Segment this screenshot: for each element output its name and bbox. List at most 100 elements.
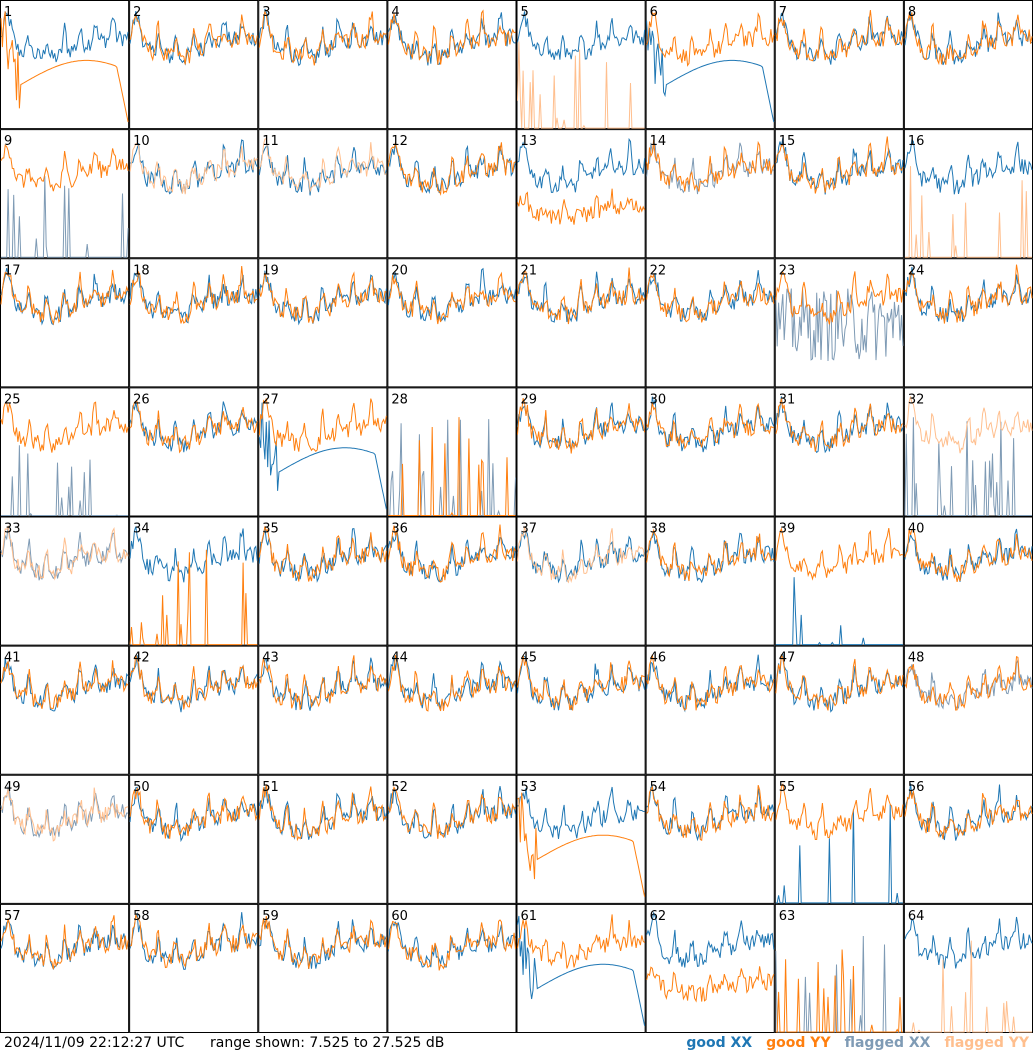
panel-label: 63 <box>779 909 796 924</box>
series-xx-line <box>258 402 387 510</box>
panel-label: 48 <box>908 651 925 666</box>
panel-36: 36 <box>387 516 517 646</box>
series-xx-line <box>387 142 516 195</box>
panel-frame <box>387 0 517 130</box>
panel-45: 45 <box>516 645 646 775</box>
panel-55: 55 <box>774 774 904 904</box>
panel-label: 50 <box>133 780 150 795</box>
panel-label: 31 <box>779 392 796 407</box>
panel-27: 27 <box>258 387 388 517</box>
panel-19: 19 <box>258 258 388 388</box>
series-xx-line <box>0 10 129 63</box>
panel-label: 56 <box>908 780 925 795</box>
panel-38: 38 <box>645 516 775 646</box>
panel-9: 9 <box>0 129 130 259</box>
series-yy-line <box>0 401 129 453</box>
series-xx-line <box>0 526 129 581</box>
timestamp: 2024/11/09 22:12:27 UTC <box>4 1035 185 1051</box>
panel-frame <box>129 645 259 775</box>
panel-label: 23 <box>779 263 796 278</box>
series-xx-line <box>517 137 646 193</box>
panel-label: 35 <box>262 522 279 537</box>
panel-frame <box>774 645 904 775</box>
series-xx-line <box>775 653 904 713</box>
panel-label: 62 <box>650 909 667 924</box>
panel-label: 12 <box>391 134 408 149</box>
panel-label: 26 <box>133 392 150 407</box>
series-xx-line <box>904 658 1033 711</box>
panel-60: 60 <box>387 903 517 1033</box>
panel-frame <box>258 903 388 1033</box>
series-yy-line <box>646 966 775 1003</box>
panel-26: 26 <box>129 387 259 517</box>
panel-frame <box>774 0 904 130</box>
series-xx-line <box>904 528 1033 582</box>
series-xx-line <box>904 916 1033 969</box>
legend-item: good XX <box>686 1035 753 1051</box>
panel-3: 3 <box>258 0 388 130</box>
panel-frame <box>774 258 904 388</box>
series-xx-line <box>259 919 387 969</box>
series-yy-line <box>129 142 258 195</box>
panel-frame <box>387 258 517 388</box>
panel-5: 5 <box>516 0 646 130</box>
panel-frame <box>129 903 259 1033</box>
panel-frame <box>516 387 646 517</box>
series-yy-line <box>387 141 516 196</box>
panel-54: 54 <box>645 774 775 904</box>
series-yy-line <box>258 526 387 582</box>
series-yy-line <box>0 660 129 710</box>
series-yy-line <box>904 264 1033 324</box>
series-yy-line <box>517 914 645 969</box>
panel-frame <box>645 387 775 517</box>
panel-17: 17 <box>0 258 130 388</box>
series-xx-line <box>129 786 258 843</box>
panel-62: 62 <box>645 903 775 1033</box>
series-yy-line <box>387 9 516 65</box>
panel-frame <box>645 129 775 259</box>
panel-43: 43 <box>258 645 388 775</box>
panel-frame <box>0 0 130 130</box>
panel-frame <box>903 0 1033 130</box>
panel-20: 20 <box>387 258 517 388</box>
panel-64: 64 <box>903 903 1033 1033</box>
panel-frame <box>387 516 517 646</box>
panel-53: 53 <box>516 774 646 904</box>
panel-6: 6 <box>645 0 775 130</box>
panel-46: 46 <box>645 645 775 775</box>
series-yy-line <box>517 41 645 129</box>
series-xx-line <box>517 11 646 60</box>
series-xx-line <box>0 657 129 712</box>
panel-frame <box>0 903 130 1033</box>
panel-7: 7 <box>774 0 904 130</box>
series-yy-line <box>129 913 258 969</box>
panel-56: 56 <box>903 774 1033 904</box>
panel-label: 17 <box>4 263 21 278</box>
series-yy-line <box>646 139 775 192</box>
panel-59: 59 <box>258 903 388 1033</box>
panel-35: 35 <box>258 516 388 646</box>
panel-frame <box>258 645 388 775</box>
series-xx-line <box>775 12 904 65</box>
panel-label: 32 <box>908 392 925 407</box>
series-xx-line <box>775 577 903 646</box>
panel-label: 59 <box>262 909 279 924</box>
series-yy-line <box>904 396 1033 454</box>
series-xx-line <box>129 272 258 324</box>
panel-frame <box>0 258 130 388</box>
panel-label: 60 <box>391 909 408 924</box>
panel-40: 40 <box>903 516 1033 646</box>
series-yy-line <box>129 787 258 839</box>
panel-frame <box>774 129 904 259</box>
series-xx-line <box>259 657 387 711</box>
legend-item: good YY <box>766 1035 831 1051</box>
panel-label: 14 <box>650 134 667 149</box>
panel-label: 38 <box>650 522 667 537</box>
series-xx-line <box>129 912 258 970</box>
panel-frame <box>516 774 646 904</box>
series-xx-line <box>775 396 904 454</box>
panel-label: 16 <box>908 134 925 149</box>
panel-48: 48 <box>903 645 1033 775</box>
panel-49: 49 <box>0 774 130 904</box>
panel-label: 45 <box>521 651 538 666</box>
